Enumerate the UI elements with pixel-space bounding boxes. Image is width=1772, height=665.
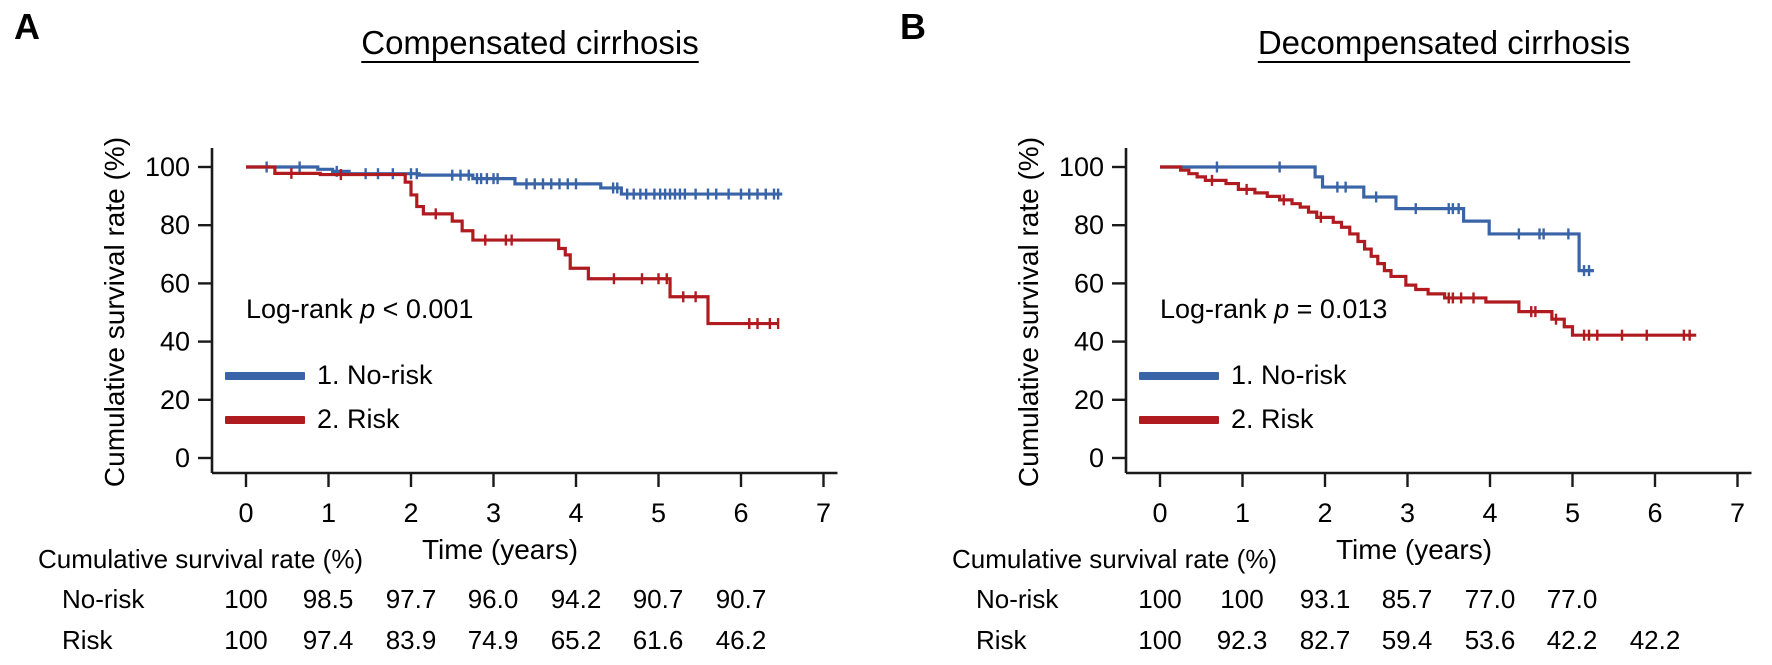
panel-b-title: Decompensated cirrhosis [1257,24,1631,61]
table-cell: 61.6 [632,625,684,655]
x-axis-tick-label: 3 [1400,498,1415,528]
x-axis-tick-label: 0 [238,498,253,528]
table-cell: 42.2 [1629,625,1681,655]
table-cell: 85.7 [1381,584,1433,614]
x-axis-tick-label: 4 [568,498,583,528]
logrank-prefix: Log-rank [1160,294,1275,324]
legend-label-no-risk: 1. No-risk [1231,360,1347,390]
legend-swatch-risk [1139,415,1219,424]
panel-b-y-axis-title: Cumulative survival rate (%) [1013,136,1044,488]
panel-a-label: A [14,6,40,47]
y-axis-tick-label: 40 [160,327,190,357]
x-axis-tick-label: 3 [486,498,501,528]
table-cell: 82.7 [1299,625,1351,655]
x-axis-tick-label: 0 [1152,498,1167,528]
panel-a-logrank-text: Log-rank p < 0.001 [246,294,473,325]
panel-a-y-axis-title: Cumulative survival rate (%) [99,136,130,488]
table-cell: 74.9 [467,625,519,655]
table-cell: 94.2 [550,584,602,614]
y-axis-tick-label: 20 [160,385,190,415]
panel-a-legend-item-risk: 2. Risk [225,404,400,435]
table-cell: 97.4 [302,625,354,655]
table-cell: 100 [1220,584,1264,614]
logrank-prefix: Log-rank [246,294,361,324]
x-axis-tick-label: 5 [651,498,666,528]
legend-label-no-risk: 1. No-risk [317,360,433,390]
y-axis-tick-label: 0 [1089,443,1104,473]
y-axis-tick-label: 40 [1074,327,1104,357]
legend-swatch-no-risk [1139,371,1219,380]
x-axis-tick-label: 6 [1647,498,1662,528]
panel-a-table-row-label-risk: Risk [62,625,113,655]
x-axis-tick-label: 1 [321,498,336,528]
survival-curve-risk [246,165,779,326]
y-axis-tick-label: 100 [1059,152,1104,182]
legend-label-risk: 2. Risk [317,404,400,434]
legend-label-risk: 2. Risk [1231,404,1314,434]
panel-b-logrank-text: Log-rank p = 0.013 [1160,294,1387,325]
survival-curve-no_risk [1160,165,1594,273]
survival-curve-risk [1160,165,1697,337]
panel-a-table-row-label-no-risk: No-risk [62,584,145,614]
y-axis-tick-label: 20 [1074,385,1104,415]
logrank-p-symbol: p [360,294,376,324]
table-cell: 100 [1138,625,1182,655]
x-axis-tick-label: 7 [816,498,831,528]
x-axis-tick-label: 2 [403,498,418,528]
table-cell: 65.2 [550,625,602,655]
table-cell: 98.5 [302,584,354,614]
panel-a-x-axis-title: Time (years) [421,534,579,565]
table-cell: 42.2 [1546,625,1598,655]
table-cell: 46.2 [715,625,767,655]
y-axis-tick-label: 100 [145,152,190,182]
logrank-p-symbol: p [1274,294,1290,324]
panel-a-table-header: Cumulative survival rate (%) [38,544,364,574]
panel-b-table-row-label-risk: Risk [976,625,1027,655]
table-cell: 100 [224,625,268,655]
x-axis-tick-label: 4 [1482,498,1497,528]
y-axis-tick-label: 80 [1074,210,1104,240]
x-axis-tick-label: 7 [1730,498,1745,528]
panel-a-title: Compensated cirrhosis [361,24,699,61]
panel-a-legend-item-no-risk: 1. No-risk [225,360,433,391]
table-cell: 97.7 [385,584,437,614]
table-cell: 83.9 [385,625,437,655]
table-cell: 92.3 [1216,625,1268,655]
table-cell: 59.4 [1381,625,1433,655]
table-cell: 90.7 [632,584,684,614]
panel-b-label: B [900,6,926,47]
legend-swatch-no-risk [225,371,305,380]
table-cell: 93.1 [1299,584,1351,614]
panel-b-table-header: Cumulative survival rate (%) [952,544,1278,574]
panel-b-legend-item-risk: 2. Risk [1139,404,1314,435]
legend-swatch-risk [225,415,305,424]
panel-b-x-axis-title: Time (years) [1335,534,1493,565]
y-axis-tick-label: 60 [1074,268,1104,298]
y-axis-tick-label: 60 [160,268,190,298]
table-cell: 77.0 [1464,584,1516,614]
table-cell: 96.0 [467,584,519,614]
panel-b-legend-item-no-risk: 1. No-risk [1139,360,1347,391]
table-cell: 90.7 [715,584,767,614]
panel-b-table-row-label-no-risk: No-risk [976,584,1059,614]
x-axis-tick-label: 5 [1565,498,1580,528]
y-axis-tick-label: 0 [175,443,190,473]
x-axis-tick-label: 2 [1317,498,1332,528]
table-cell: 53.6 [1464,625,1516,655]
table-cell: 100 [224,584,268,614]
table-cell: 77.0 [1546,584,1598,614]
logrank-value: = 0.013 [1289,294,1388,324]
y-axis-tick-label: 80 [160,210,190,240]
survival-curve-no_risk [246,165,783,196]
logrank-value: < 0.001 [375,294,474,324]
table-cell: 100 [1138,584,1182,614]
x-axis-tick-label: 6 [733,498,748,528]
x-axis-tick-label: 1 [1235,498,1250,528]
